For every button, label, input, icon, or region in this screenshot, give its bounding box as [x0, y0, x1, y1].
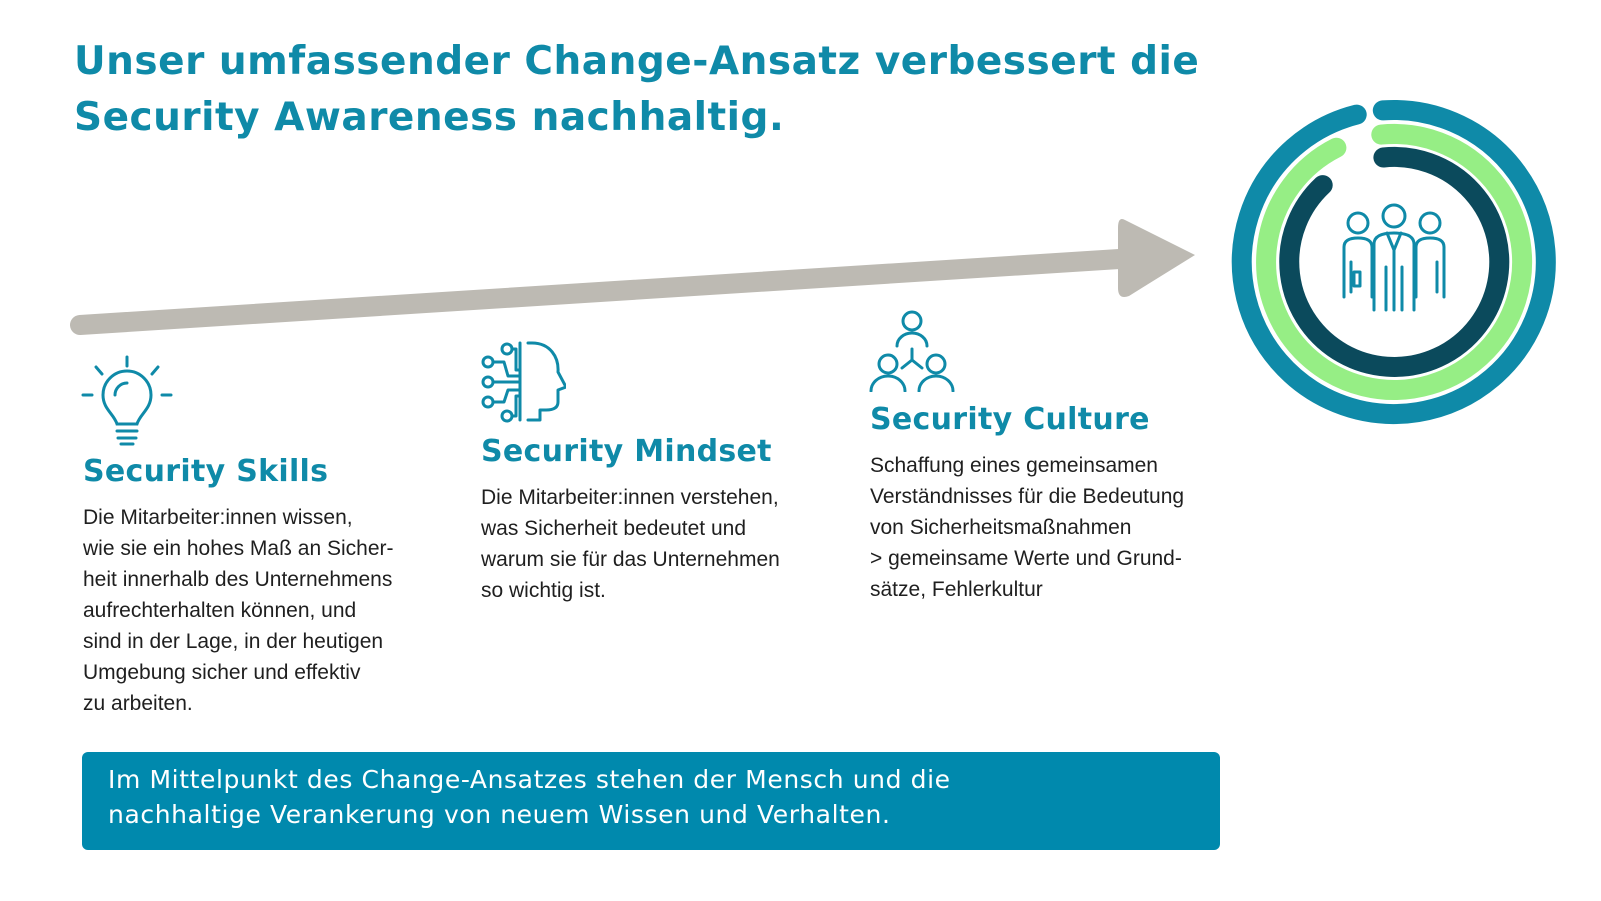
page-title: Unser umfassender Change-Ansatz verbesse… — [74, 34, 1204, 146]
text-line: aufrechterhalten können, und — [83, 599, 357, 622]
lightbulb-icon — [81, 355, 173, 446]
banner-line-1: Im Mittelpunkt des Change-Ansatzes stehe… — [108, 765, 951, 794]
text-line: von Sicherheitsmaßnahmen — [870, 516, 1132, 539]
text-line: zu arbeiten. — [83, 692, 193, 715]
middle-ring — [1256, 124, 1533, 400]
concentric-rings-graphic — [1231, 100, 1556, 424]
people-network-icon — [869, 310, 955, 392]
title-line-2: Security Awareness nachhaltig. — [74, 95, 785, 140]
text-line: Die Mitarbeiter:innen verstehen, — [481, 486, 779, 509]
text-line: heit innerhalb des Unternehmens — [83, 568, 393, 591]
text-line: > gemeinsame Werte und Grund- — [870, 547, 1182, 570]
team-people-icon — [1342, 203, 1446, 312]
outer-ring — [1231, 100, 1556, 424]
text-line: sätze, Fehlerkultur — [870, 578, 1043, 601]
heading-security-mindset: Security Mindset — [481, 434, 772, 469]
text-security-mindset: Die Mitarbeiter:innen verstehen, was Sic… — [481, 482, 780, 606]
text-security-culture: Schaffung eines gemeinsamen Verständniss… — [870, 450, 1184, 605]
text-line: Schaffung eines gemeinsamen — [870, 454, 1158, 477]
banner-line-2: nachhaltige Verankerung von neuem Wissen… — [108, 800, 891, 829]
heading-security-culture: Security Culture — [870, 402, 1150, 437]
brain-circuit-head-icon — [481, 341, 566, 423]
inner-ring — [1279, 146, 1510, 377]
text-line: Umgebung sicher und effektiv — [83, 661, 361, 684]
text-line: sind in der Lage, in der heutigen — [83, 630, 384, 653]
text-line: Die Mitarbeiter:innen wissen, — [83, 506, 353, 529]
heading-security-skills: Security Skills — [83, 454, 329, 489]
text-line: wie sie ein hohes Maß an Sicher- — [83, 537, 394, 560]
title-line-1: Unser umfassender Change-Ansatz verbesse… — [74, 39, 1200, 84]
text-security-skills: Die Mitarbeiter:innen wissen, wie sie ei… — [83, 502, 393, 719]
key-message-banner: Im Mittelpunkt des Change-Ansatzes stehe… — [82, 752, 1220, 850]
text-line: warum sie für das Unternehmen — [481, 548, 780, 571]
text-line: was Sicherheit bedeutet und — [481, 517, 747, 540]
text-line: Verständnisses für die Bedeutung — [870, 485, 1185, 508]
text-line: so wichtig ist. — [481, 579, 606, 602]
